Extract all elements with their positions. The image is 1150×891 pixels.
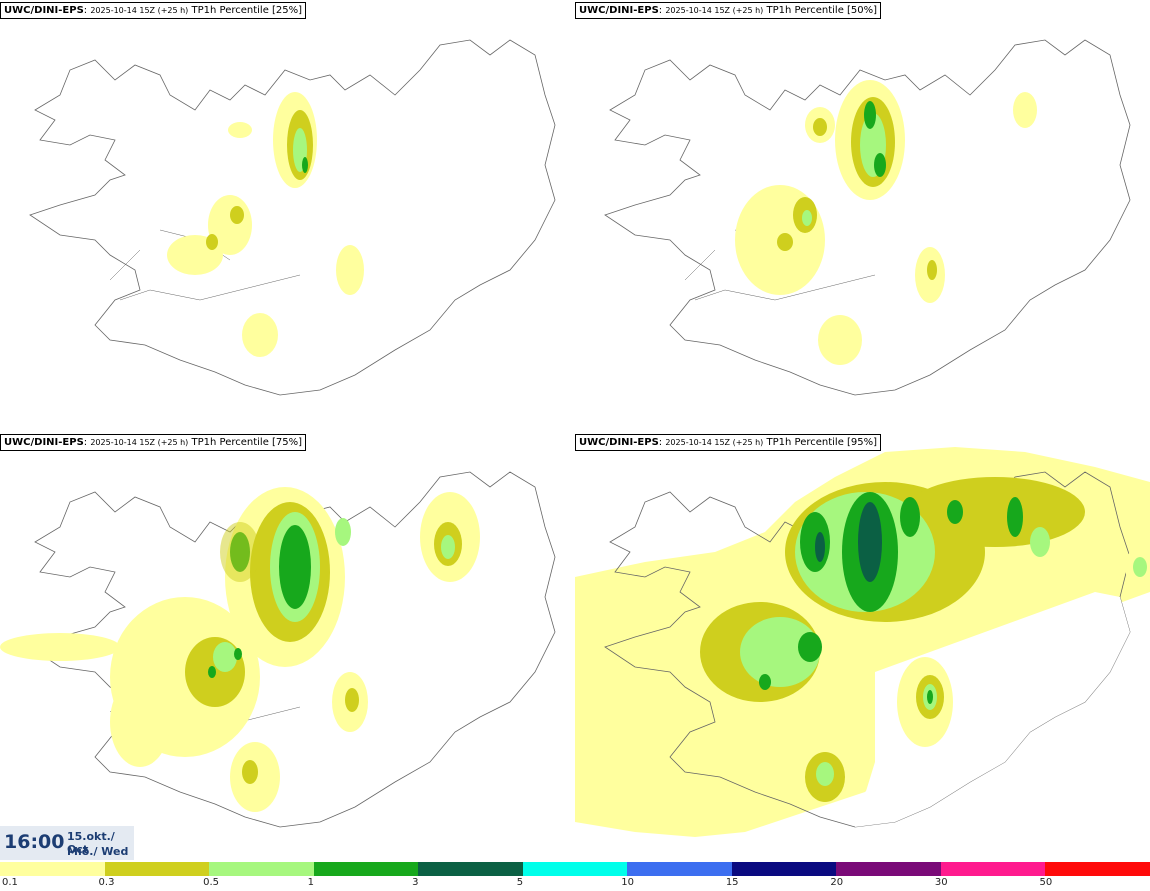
precipitation-map [29, 39, 556, 396]
legend-label: 1 [307, 877, 314, 888]
legend-label: 30 [934, 877, 948, 888]
legend-label: 0.5 [203, 877, 219, 888]
legend-label: 10 [621, 877, 634, 888]
legend-swatch [313, 862, 419, 876]
legend-label: 50 [1039, 877, 1053, 888]
valid-weekday: Mið./ Wed [67, 845, 129, 858]
legend-swatch [1045, 862, 1150, 876]
valid-time-box: 16:00 15.okt./ Oct Mið./ Wed [0, 826, 134, 860]
legend-label: 0.1 [2, 877, 18, 888]
map-panel-75: UWC/DINI-EPS: 2025-10-14 15Z (+25 h) TP1… [0, 432, 575, 864]
panel-title: UWC/DINI-EPS: 2025-10-14 15Z (+25 h) TP1… [575, 2, 882, 19]
legend-label: 3 [412, 877, 419, 888]
panel-title: UWC/DINI-EPS: 2025-10-14 15Z (+25 h) TP1… [575, 434, 882, 451]
legend-swatch [522, 862, 628, 876]
legend-swatch [104, 862, 210, 876]
legend-label: 5 [516, 877, 524, 888]
panel-title: UWC/DINI-EPS: 2025-10-14 15Z (+25 h) TP1… [0, 434, 307, 451]
legend-swatch [0, 862, 105, 876]
map-panel-50: UWC/DINI-EPS: 2025-10-14 15Z (+25 h) TP1… [575, 0, 1150, 432]
legend-label: 15 [725, 877, 739, 888]
precipitation-map [604, 39, 1131, 396]
precipitation-map [575, 447, 1150, 837]
legend-label: 0.3 [98, 877, 115, 888]
color-legend-labels: 0.1 0.3 0.5 1 3 5 10 15 20 30 50 [0, 877, 1150, 891]
legend-swatch [731, 862, 837, 876]
legend-swatch [627, 862, 732, 876]
panel-title: UWC/DINI-EPS: 2025-10-14 15Z (+25 h) TP1… [0, 2, 307, 19]
valid-time-clock: 16:00 [4, 831, 65, 853]
map-panel-95: UWC/DINI-EPS: 2025-10-14 15Z (+25 h) TP1… [575, 432, 1150, 864]
map-panel-25: UWC/DINI-EPS: 2025-10-14 15Z (+25 h) TP1… [0, 0, 575, 432]
color-legend-bar [0, 862, 1150, 876]
legend-swatch [940, 862, 1046, 876]
precipitation-map [0, 471, 556, 828]
legend-swatch [209, 862, 314, 876]
legend-swatch [836, 862, 941, 876]
legend-label: 20 [830, 877, 844, 888]
legend-swatch [418, 862, 523, 876]
valid-date: 15.okt./ Oct [67, 830, 115, 856]
